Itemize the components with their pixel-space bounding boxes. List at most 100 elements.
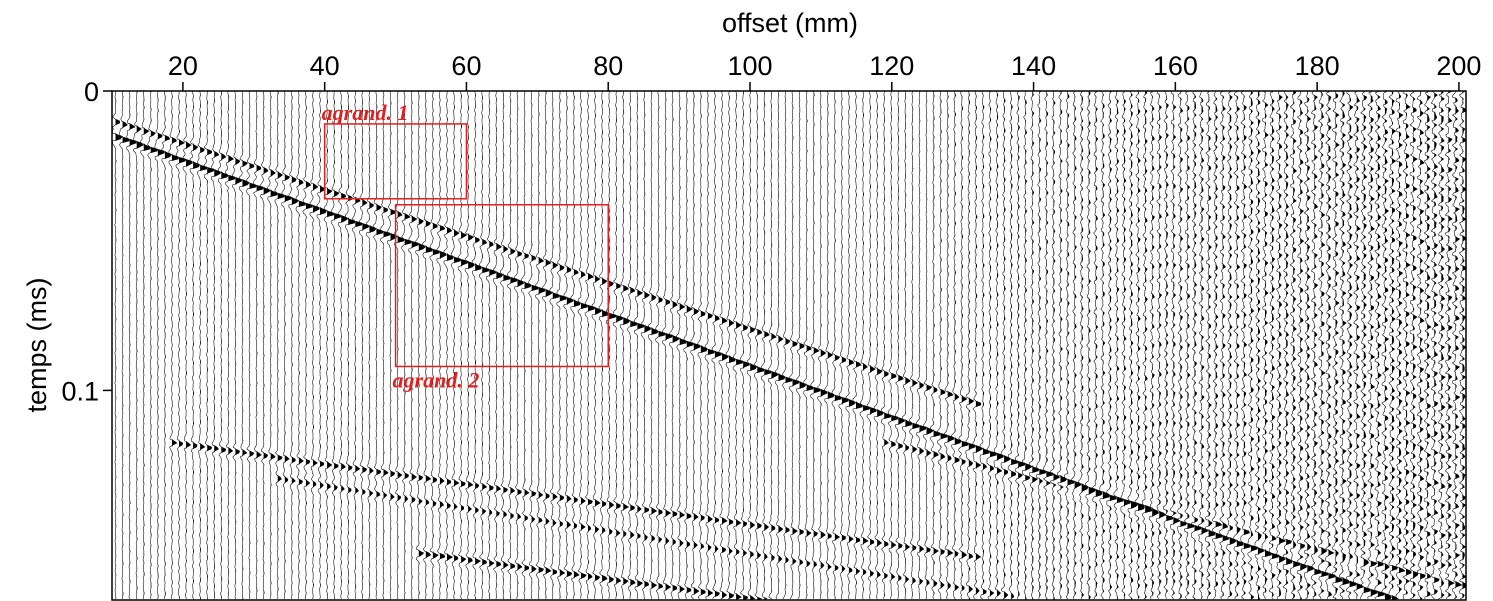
trace-wiggle	[1219, 91, 1230, 600]
trace-wiggle	[584, 91, 595, 600]
trace-wiggle	[1367, 91, 1378, 600]
trace-wiggle	[866, 91, 878, 600]
trace-fill	[397, 91, 405, 600]
trace-wiggle	[112, 91, 123, 600]
trace-wiggle	[140, 91, 151, 600]
x-tick-label: 80	[593, 51, 623, 81]
trace-wiggle	[880, 91, 891, 600]
trace-fill	[630, 91, 637, 600]
trace-wiggle	[1254, 91, 1266, 600]
trace-wiggle	[887, 91, 899, 600]
trace-fill	[933, 91, 941, 600]
trace-fill	[714, 91, 722, 600]
trace-wiggle	[232, 91, 243, 600]
trace-fill	[1406, 91, 1412, 600]
trace-wiggle	[838, 91, 849, 600]
trace-wiggle	[323, 91, 334, 599]
trace-wiggle	[775, 91, 786, 600]
trace-fill	[1145, 91, 1152, 600]
trace-fill	[750, 91, 757, 600]
x-axis-ticks: 20 40 60 80 100 120 140 160 180 200	[168, 51, 1481, 91]
trace-wiggle	[1346, 91, 1357, 600]
trace-fill	[334, 91, 341, 600]
trace-fill	[884, 91, 891, 600]
trace-fill	[390, 91, 398, 600]
trace-wiggle	[1317, 91, 1329, 600]
trace-wiggle	[485, 91, 497, 600]
trace-wiggle	[281, 91, 292, 600]
y-axis-label: temps (ms)	[22, 278, 52, 413]
trace-fill	[820, 91, 828, 600]
trace-wiggle	[944, 91, 955, 600]
trace-fill	[256, 91, 264, 600]
trace-wiggle	[1282, 91, 1294, 600]
trace-wiggle	[401, 91, 412, 600]
trace-fill	[404, 91, 412, 600]
trace-wiggle	[253, 91, 264, 600]
trace-fill	[1413, 91, 1418, 600]
trace-fill	[1462, 91, 1466, 600]
trace-fill	[1342, 91, 1350, 600]
trace-fill	[919, 91, 926, 600]
trace-wiggle	[1247, 91, 1258, 600]
trace-wiggle	[1339, 91, 1350, 600]
trace-wiggle	[859, 91, 870, 600]
trace-wiggle	[556, 91, 567, 600]
trace-fill	[1004, 91, 1011, 600]
trace-wiggle	[732, 91, 743, 600]
trace-fill	[164, 91, 172, 600]
y-axis-ticks: 00.1	[61, 77, 112, 406]
trace-fill	[1123, 91, 1131, 600]
trace-fill	[877, 91, 884, 600]
trace-wiggle	[1120, 91, 1131, 600]
trace-fill	[178, 91, 186, 600]
trace-wiggle	[1050, 91, 1061, 600]
zoom-box-label: agrand. 1	[322, 100, 409, 125]
trace-fill	[1088, 91, 1096, 600]
zoom-box	[394, 204, 609, 368]
trace-wiggle	[1029, 91, 1040, 600]
trace-wiggle	[415, 91, 426, 600]
trace-wiggle	[1226, 91, 1237, 600]
trace-wiggle	[1205, 91, 1216, 600]
trace-fill	[898, 91, 905, 600]
trace-fill	[531, 91, 539, 600]
trace-fill	[912, 91, 919, 600]
y-tick-label: 0	[84, 77, 99, 107]
trace-wiggle	[761, 91, 772, 600]
trace-wiggle	[1092, 91, 1103, 600]
trace-wiggle	[1430, 91, 1440, 600]
trace-fill	[284, 91, 292, 600]
trace-fill	[454, 91, 461, 600]
trace-wiggle	[768, 91, 779, 600]
trace-fill	[1236, 91, 1244, 600]
trace-wiggle	[1458, 91, 1466, 600]
trace-wiggle	[1021, 91, 1033, 600]
trace-wiggle	[1444, 91, 1455, 600]
trace-wiggle	[641, 91, 652, 600]
x-tick-label: 60	[451, 51, 481, 81]
trace-fill	[432, 91, 440, 600]
trace-fill	[320, 91, 327, 600]
trace-wiggle	[203, 91, 214, 600]
trace-fill	[1159, 91, 1166, 600]
trace-fill	[327, 91, 334, 600]
trace-fill	[665, 91, 673, 600]
trace-fill	[1194, 91, 1201, 600]
trace-fill	[1053, 91, 1060, 600]
trace-wiggle	[683, 91, 694, 600]
trace-wiggle	[676, 91, 687, 600]
trace-wiggle	[662, 91, 673, 600]
trace-wiggle	[239, 91, 250, 600]
trace-wiggle	[316, 91, 327, 600]
trace-fill	[136, 91, 144, 600]
trace-wiggle	[852, 91, 863, 600]
trace-fill	[1441, 91, 1446, 600]
trace-wiggle	[690, 91, 701, 600]
trace-wiggle	[739, 91, 751, 600]
trace-wiggle	[1155, 91, 1167, 600]
trace-fill	[228, 91, 235, 600]
trace-wiggle	[1233, 91, 1244, 600]
trace-fill	[1391, 91, 1399, 600]
trace-wiggle	[1134, 91, 1145, 600]
